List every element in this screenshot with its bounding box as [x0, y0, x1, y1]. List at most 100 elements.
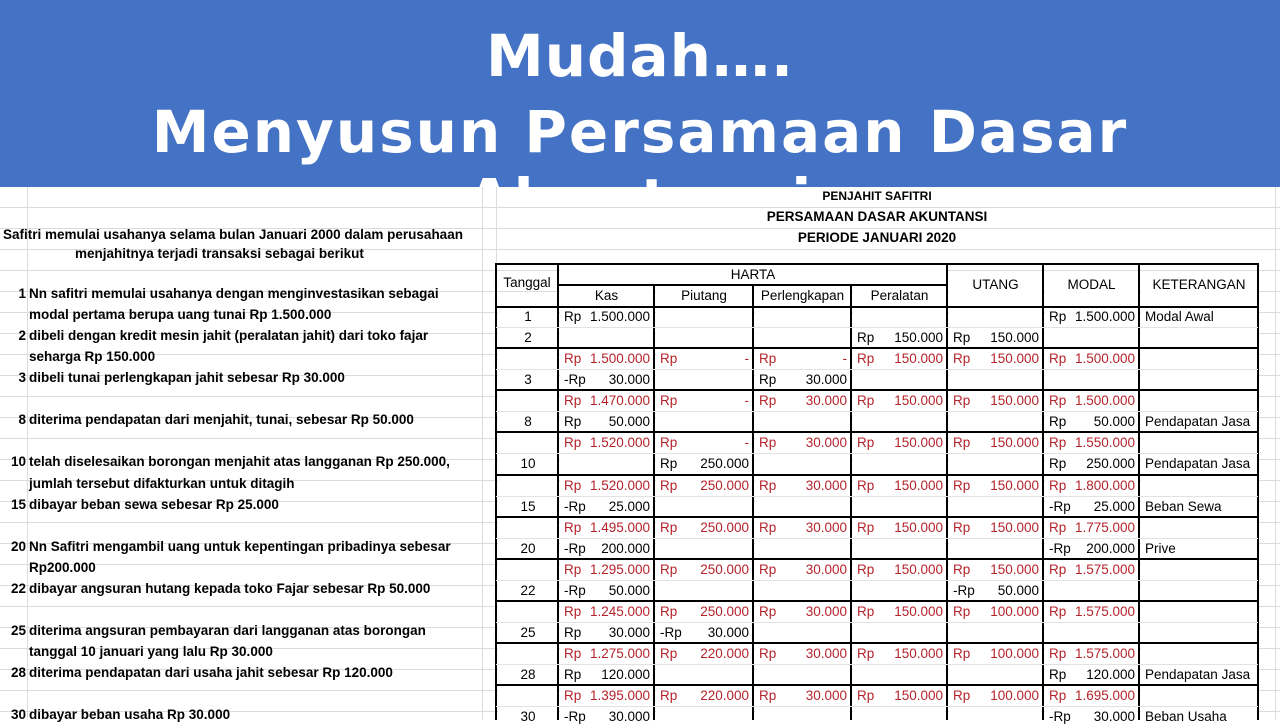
currency-prefix: Rp	[953, 646, 971, 661]
amount: 1.575.000	[1074, 604, 1135, 619]
transaction-text: dibeli tunai perlengkapan jahit sebesar …	[29, 370, 345, 385]
amount: 150.000	[990, 435, 1039, 450]
cell-tanggal: 1	[498, 306, 558, 327]
cell-divider	[496, 496, 1258, 497]
amount: 25.000	[1093, 499, 1135, 514]
cell-perlengkapan	[755, 580, 851, 601]
gridline	[27, 187, 28, 720]
amount: 30.000	[805, 604, 847, 619]
transaction-text: diterima pendapatan dari menjahit, tunai…	[29, 412, 414, 427]
currency-prefix: Rp	[857, 604, 875, 619]
currency-prefix: -Rp	[564, 583, 586, 598]
amount: 1.500.000	[589, 351, 650, 366]
table-border	[495, 642, 1259, 644]
table-border	[495, 558, 1259, 560]
table-border	[752, 285, 754, 720]
table-border	[946, 264, 948, 720]
transaction-text: telah diselesaikan borongan menjahit ata…	[29, 454, 450, 469]
currency-prefix: Rp	[759, 604, 777, 619]
cell-keterangan	[1141, 390, 1258, 411]
amount: 30.000	[805, 393, 847, 408]
gridline	[1275, 187, 1276, 720]
cell-tanggal: 22	[498, 580, 558, 601]
amount: 1.495.000	[589, 520, 650, 535]
cell-perlengkapan	[755, 327, 851, 348]
amount: 30.000	[805, 478, 847, 493]
currency-prefix: Rp	[564, 309, 582, 324]
cell-peralatan	[853, 580, 947, 601]
cell-keterangan	[1141, 369, 1258, 390]
transaction-number: 3	[18, 370, 26, 385]
report-title: PERSAMAAN DASAR AKUNTANSI	[766, 209, 988, 224]
cell-perlengkapan: Rp 30.000	[755, 432, 851, 453]
currency-prefix: Rp	[564, 351, 582, 366]
cell-piutang: Rp 220.000	[656, 685, 753, 706]
cell-perlengkapan	[755, 622, 851, 643]
cell-perlengkapan: Rp 30.000	[755, 390, 851, 411]
currency-prefix: Rp	[759, 351, 777, 366]
cell-tanggal: 2	[498, 327, 558, 348]
cell-peralatan: Rp 150.000	[853, 390, 947, 411]
amount: 30.000	[608, 625, 650, 640]
cell-piutang	[656, 306, 753, 327]
cell-piutang: Rp 250.000	[656, 601, 753, 622]
amount: 150.000	[990, 478, 1039, 493]
amount: 150.000	[894, 478, 943, 493]
currency-prefix: Rp	[660, 393, 678, 408]
cell-keterangan	[1141, 348, 1258, 369]
transaction-number: 30	[10, 707, 26, 722]
cell-keterangan: Prive	[1141, 538, 1258, 559]
cell-keterangan	[1141, 327, 1258, 348]
amount: 150.000	[894, 393, 943, 408]
amount: 100.000	[990, 688, 1039, 703]
cell-tanggal	[498, 348, 558, 369]
cell-piutang: Rp 250.000	[656, 453, 753, 475]
cell-peralatan: Rp 150.000	[853, 432, 947, 453]
currency-prefix: Rp	[857, 478, 875, 493]
header-utang: UTANG	[949, 277, 1042, 292]
cell-modal: Rp 1.575.000	[1045, 643, 1139, 664]
transaction-text: diterima angsuran pembayaran dari langga…	[29, 623, 426, 638]
cell-modal: Rp 120.000	[1045, 664, 1139, 685]
currency-prefix: Rp	[564, 646, 582, 661]
amount: 30.000	[805, 688, 847, 703]
currency-prefix: Rp	[1049, 456, 1067, 471]
transaction-text: Nn safitri memulai usahanya dengan mengi…	[29, 286, 439, 301]
currency-prefix: -Rp	[564, 499, 586, 514]
cell-kas: Rp 1.495.000	[560, 517, 654, 538]
currency-prefix: Rp	[857, 688, 875, 703]
amount: 150.000	[894, 604, 943, 619]
cell-peralatan: Rp 150.000	[853, 327, 947, 348]
cell-tanggal: 20	[498, 538, 558, 559]
table-border	[495, 264, 497, 720]
cell-perlengkapan	[755, 496, 851, 517]
cell-piutang	[656, 538, 753, 559]
currency-prefix: Rp	[759, 435, 777, 450]
company-name: PENJAHIT SAFITRI	[822, 189, 932, 203]
table-border	[1042, 264, 1044, 720]
amount: 220.000	[700, 646, 749, 661]
header-piutang: Piutang	[656, 288, 752, 303]
table-border	[495, 389, 1259, 391]
table-border	[495, 516, 1259, 518]
cell-utang	[949, 496, 1043, 517]
cell-kas: -Rp 25.000	[560, 496, 654, 517]
amount: 30.000	[805, 520, 847, 535]
cell-keterangan	[1141, 559, 1258, 580]
cell-modal: Rp 1.500.000	[1045, 390, 1139, 411]
amount: 50.000	[608, 583, 650, 598]
amount: 30.000	[805, 372, 847, 387]
amount: 50.000	[997, 583, 1039, 598]
amount: 30.000	[1093, 709, 1135, 724]
cell-divider	[496, 411, 1258, 412]
cell-tanggal: 8	[498, 411, 558, 432]
cell-piutang: Rp -	[656, 432, 753, 453]
amount: 100.000	[990, 646, 1039, 661]
amount: 1.500.000	[589, 309, 650, 324]
cell-divider	[496, 453, 1258, 454]
transaction-number: 15	[10, 497, 26, 512]
currency-prefix: Rp	[953, 435, 971, 450]
transaction-text: dibayar beban usaha Rp 30.000	[29, 707, 231, 722]
cell-divider	[496, 538, 1258, 539]
cell-piutang	[656, 706, 753, 727]
